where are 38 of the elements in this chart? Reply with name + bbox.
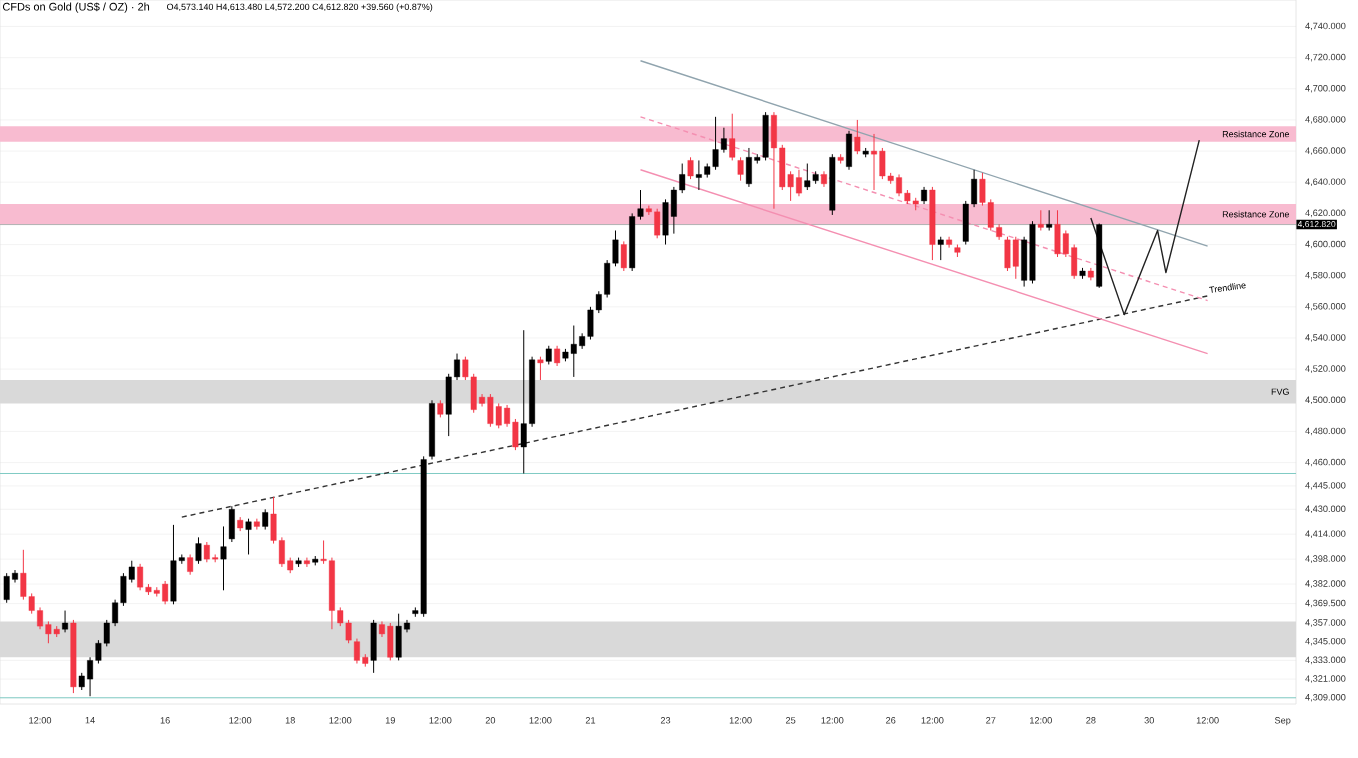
candlestick [520,329,527,474]
candlestick [1054,209,1061,258]
candlestick [262,508,269,531]
candlestick [946,236,953,249]
candlestick [846,130,852,171]
candlestick [762,111,769,161]
candlestick [3,572,10,604]
candlestick [712,116,719,171]
candlestick [245,518,252,555]
candlestick [370,619,377,674]
candlestick [1012,236,1019,280]
candlestick [804,163,811,191]
candlestick [854,119,861,155]
candlestick [937,236,944,261]
candlestick [737,156,744,182]
candlestick [387,622,394,661]
candlestick [879,147,886,180]
candlestick [487,393,494,428]
candlestick [1004,236,1011,272]
candlestick [1046,209,1053,232]
candlestick [687,156,694,180]
candlestick [220,525,227,591]
candlestick [729,113,736,161]
candlestick [537,356,544,381]
candlestick [495,402,502,429]
candlestick [228,505,235,543]
candlestick [195,536,202,565]
candlestick [62,610,68,633]
candlestick [395,613,402,661]
candlestick [620,240,627,272]
candlestick [1037,209,1044,232]
line-series [1090,139,1200,316]
candlestick [554,345,561,367]
candlestick [170,524,177,605]
candlestick [187,553,194,576]
candlestick [253,518,260,531]
candlestick [137,563,144,591]
candlestick [545,345,552,365]
